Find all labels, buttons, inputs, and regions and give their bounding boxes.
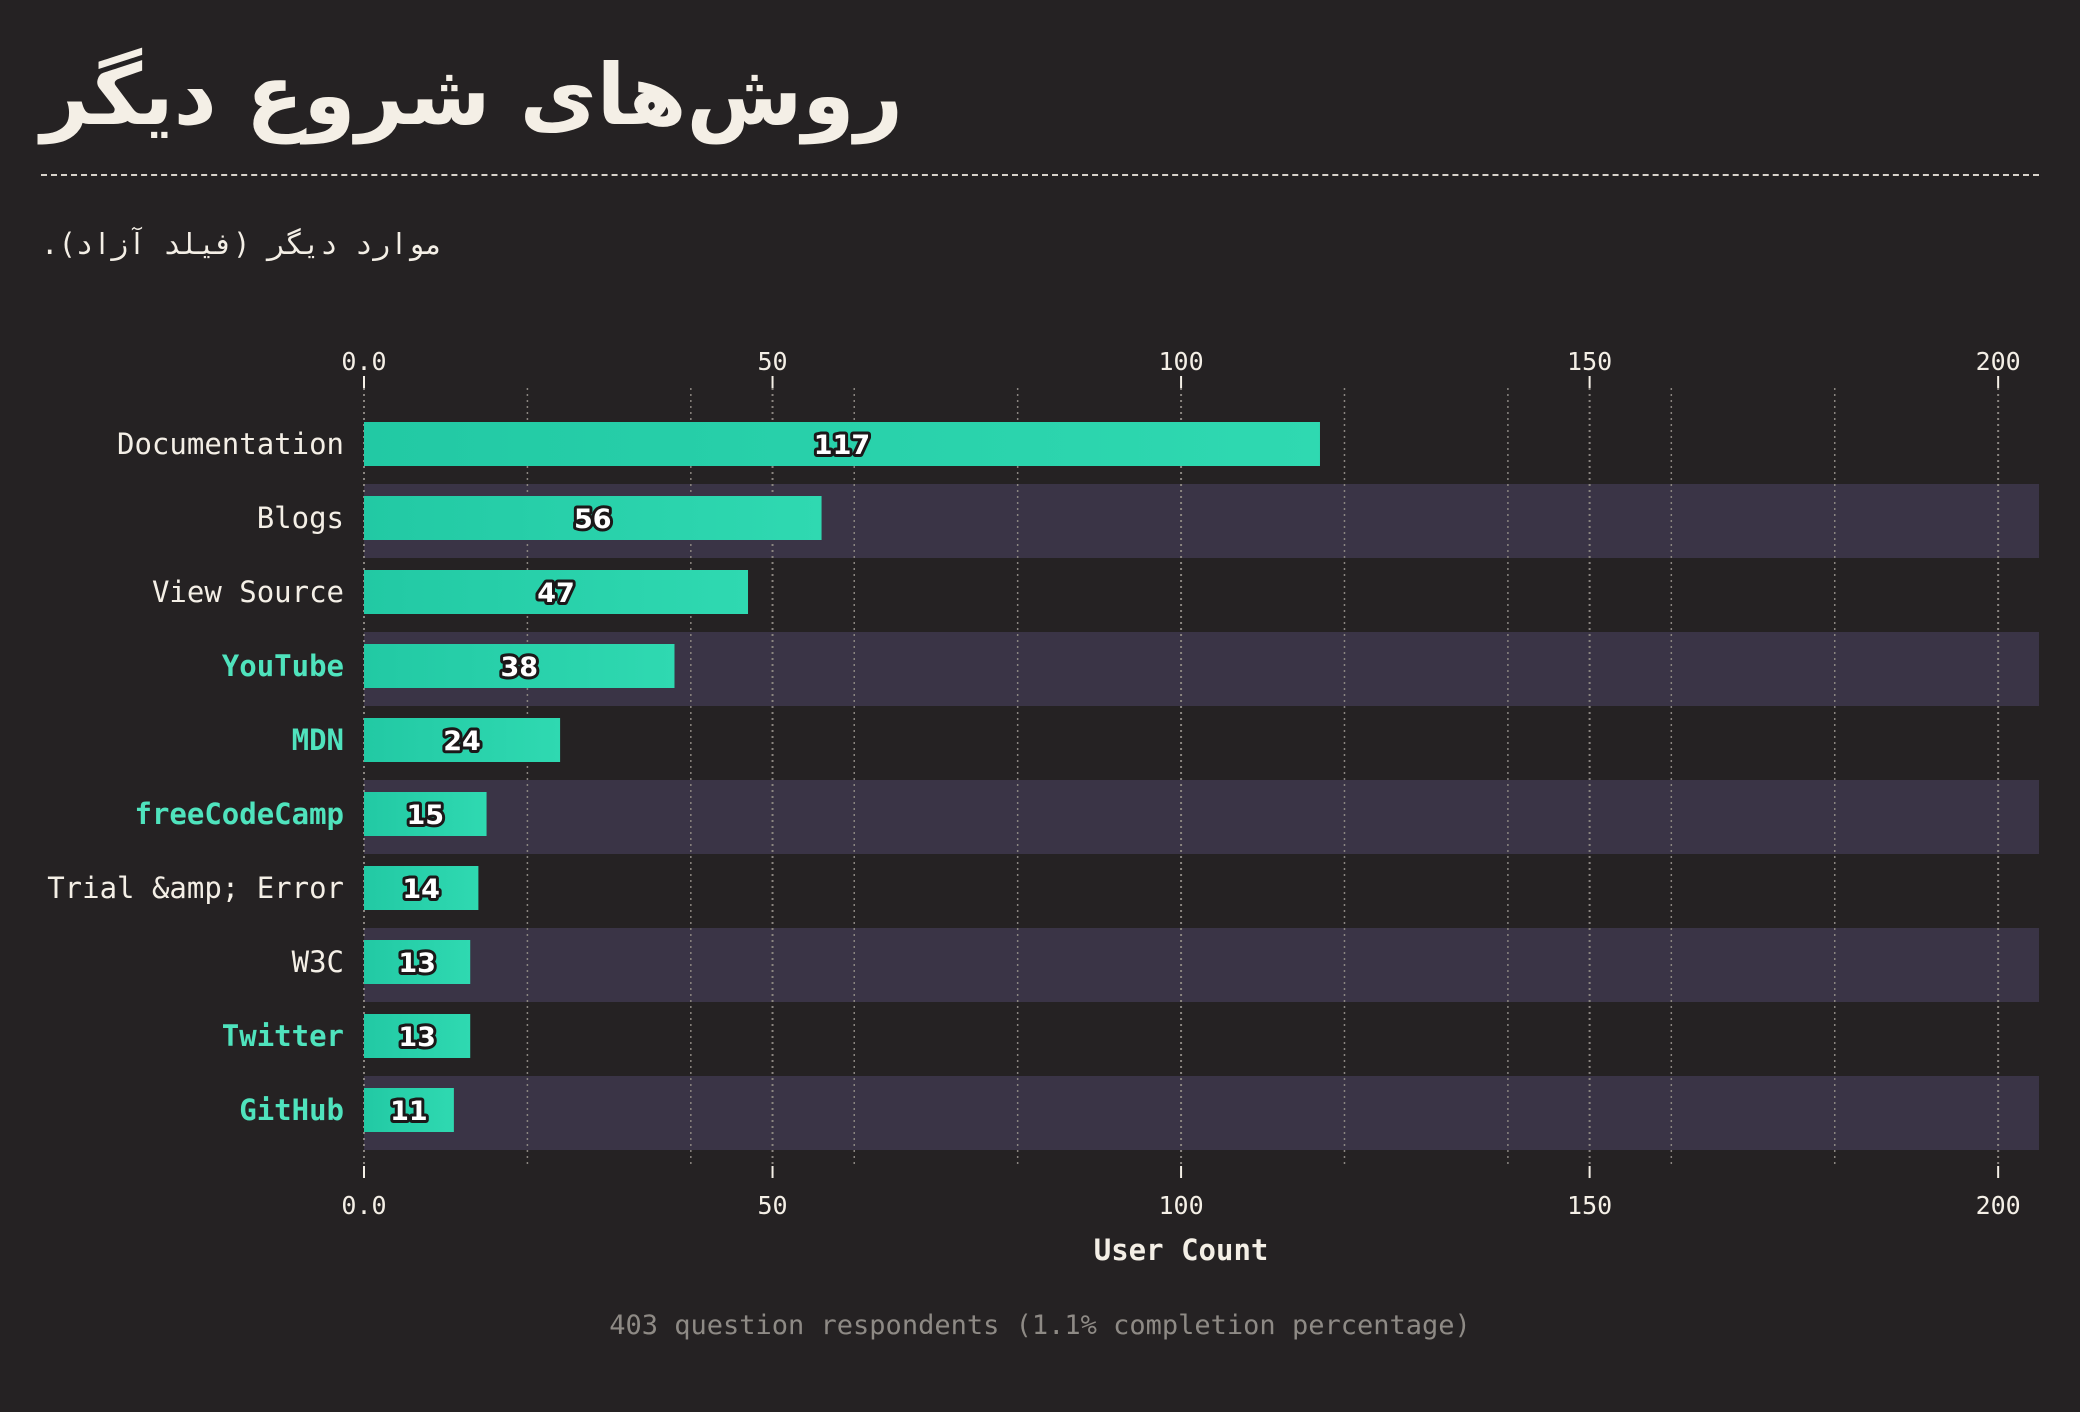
chart-subtitle: موارد دیگر (فیلد آزاد).: [41, 227, 443, 261]
category-label: Documentation: [117, 427, 344, 461]
bar: [364, 718, 561, 762]
category-label: Trial &amp; Error: [47, 871, 344, 905]
chart-title: روش‌های شروع دیگر: [41, 46, 903, 144]
bar-value-label: 38: [500, 652, 538, 683]
row-band: [364, 1076, 2039, 1150]
category-label: Twitter: [222, 1019, 344, 1053]
bar-value-label: 15: [406, 800, 444, 831]
x-tick-label-top: 0.0: [341, 347, 386, 376]
bar: [364, 644, 675, 688]
x-tick-label-bottom: 200: [1976, 1191, 2021, 1220]
bar-value-label: 117: [814, 430, 870, 461]
bar-value-label: 14: [402, 874, 440, 905]
respondents-footer: 403 question respondents (1.1% completio…: [609, 1310, 1471, 1341]
bar-value-label: 13: [398, 948, 436, 979]
x-tick-label-bottom: 100: [1158, 1191, 1203, 1220]
bar-value-label: 56: [574, 504, 612, 535]
x-tick-label-bottom: 150: [1567, 1191, 1612, 1220]
bar: [364, 1088, 454, 1132]
category-label: W3C: [292, 945, 344, 979]
bar: [364, 866, 479, 910]
title-divider: [41, 174, 2039, 176]
x-tick-label-top: 100: [1158, 347, 1203, 376]
bar-value-label: 47: [537, 578, 575, 609]
bar: [364, 570, 749, 614]
x-tick-label-bottom: 0.0: [341, 1191, 386, 1220]
category-label: GitHub: [239, 1093, 344, 1127]
x-tick-label-top: 200: [1976, 347, 2021, 376]
x-tick-label-bottom: 50: [757, 1191, 787, 1220]
x-axis-title: User Count: [1094, 1233, 1269, 1267]
category-label: YouTube: [222, 649, 344, 683]
bar-value-label: 24: [443, 726, 481, 757]
bar: [364, 496, 822, 540]
category-label: Blogs: [257, 501, 344, 535]
bar: [364, 792, 487, 836]
bar: [364, 1014, 471, 1058]
bar: [364, 422, 1320, 466]
x-tick-label-top: 150: [1567, 347, 1612, 376]
row-band: [364, 780, 2039, 854]
bar: [364, 940, 471, 984]
category-label: MDN: [292, 723, 344, 757]
x-tick-label-top: 50: [757, 347, 787, 376]
category-label: View Source: [152, 575, 344, 609]
bar-value-label: 11: [390, 1096, 428, 1127]
row-band: [364, 928, 2039, 1002]
bar-value-label: 13: [398, 1022, 436, 1053]
category-label: freeCodeCamp: [134, 797, 344, 831]
